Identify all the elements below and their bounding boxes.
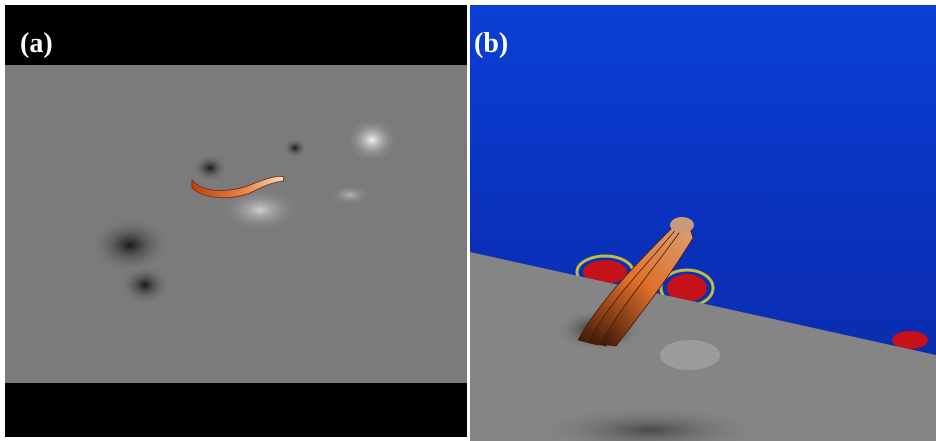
panel-label: (b) xyxy=(474,28,508,59)
page: (a) (b) (() => { const data = JSON.parse… xyxy=(0,0,936,441)
panel-b: (b) xyxy=(460,5,936,441)
panel-label: (a) xyxy=(20,28,53,59)
figure: (a) (b) xyxy=(0,0,936,441)
panel-a: (a) xyxy=(5,5,467,437)
